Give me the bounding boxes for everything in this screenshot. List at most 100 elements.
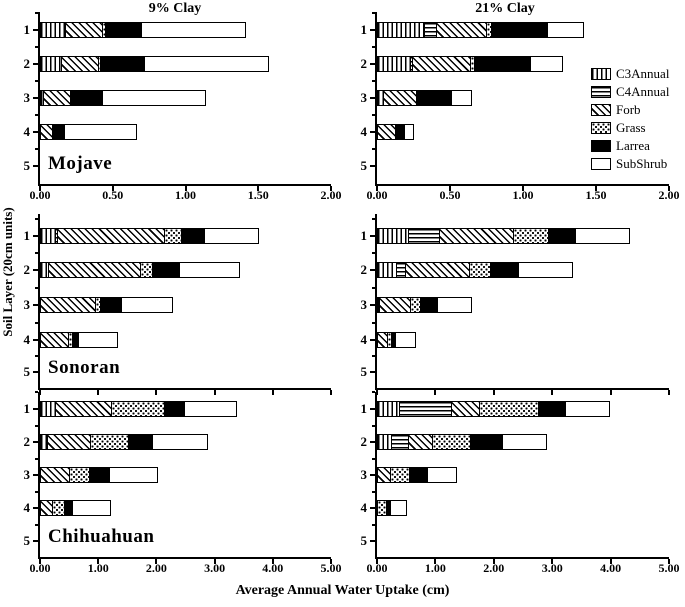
x-tick-chihuahuan-9-clay-1.00	[97, 559, 100, 564]
x-tick-sonoran-9-clay-3.00	[213, 390, 216, 395]
legend-label-grass: Grass	[616, 120, 646, 135]
segment-chihuahuan-21-clay-layer-3-grass	[390, 467, 410, 483]
x-tick-sonoran-9-clay-0.00	[39, 390, 41, 395]
y-tick-major-sonoran-21-clay-2	[370, 269, 375, 271]
y-tick-minor-sonoran-9-clay-0	[35, 218, 38, 220]
segment-sonoran-9-clay-layer-1-larrea	[180, 228, 205, 244]
x-tick-sonoran-9-clay-5.00	[330, 390, 332, 395]
x-tick-sonoran-9-clay-4.00	[271, 390, 274, 395]
x-axis-title: Average Annual Water Uptake (cm)	[235, 583, 450, 598]
y-tick-major-sonoran-9-clay-1	[33, 235, 38, 237]
layer-label-chihuahuan-21-clay-3: 3	[360, 467, 368, 482]
x-tick-label-mojave-9-clay-2.00: 2.00	[320, 188, 342, 202]
y-tick-major-sonoran-9-clay-5	[33, 371, 38, 373]
x-axis-mojave-9-clay	[38, 184, 331, 186]
y-tick-major-chihuahuan-21-clay-5	[370, 540, 375, 542]
x-tick-sonoran-9-clay-2.00	[155, 390, 158, 395]
segment-chihuahuan-9-clay-layer-3-forb	[40, 467, 71, 483]
segment-chihuahuan-21-clay-layer-1-subshrub	[565, 401, 611, 417]
layer-label-sonoran-9-clay-4: 4	[23, 332, 31, 347]
x-tick-label-chihuahuan-21-clay-2.00: 2.00	[483, 561, 505, 575]
layer-label-mojave-21-clay-1: 1	[360, 22, 368, 37]
x-tick-label-chihuahuan-21-clay-0.00: 0.00	[366, 561, 388, 575]
layer-label-mojave-9-clay-5: 5	[23, 158, 31, 173]
y-tick-minor-chihuahuan-9-clay-0	[35, 391, 38, 393]
x-tick-sonoran-21-clay-3.00	[551, 390, 554, 395]
segment-sonoran-21-clay-layer-3-larrea	[419, 297, 439, 313]
segment-mojave-21-clay-layer-3-forb	[383, 90, 417, 106]
segment-chihuahuan-9-clay-layer-3-grass	[69, 467, 91, 483]
legend-item-forb: Forb	[591, 101, 669, 119]
segment-sonoran-9-clay-layer-3-subshrub	[120, 297, 174, 313]
segment-sonoran-21-clay-layer-1-forb	[439, 228, 514, 244]
segment-chihuahuan-21-clay-layer-2-larrea	[469, 434, 503, 450]
y-tick-major-mojave-21-clay-5	[370, 165, 375, 167]
segment-mojave-9-clay-layer-3-forb	[43, 90, 71, 106]
y-tick-major-sonoran-9-clay-2	[33, 269, 38, 271]
segment-sonoran-21-clay-layer-2-larrea	[489, 262, 519, 278]
segment-chihuahuan-9-clay-layer-2-forb	[47, 434, 92, 450]
layer-label-mojave-9-clay-1: 1	[23, 22, 31, 37]
bar-chihuahuan-9-clay-layer-1	[40, 401, 238, 417]
y-tick-minor-chihuahuan-21-clay-2	[372, 457, 375, 460]
y-tick-minor-chihuahuan-9-clay-1	[35, 424, 38, 427]
y-tick-minor-sonoran-21-clay-3	[372, 321, 375, 324]
y-tick-minor-chihuahuan-9-clay-3	[35, 490, 38, 493]
y-tick-minor-mojave-21-clay-3	[372, 114, 375, 116]
x-tick-label-mojave-9-clay-0.50: 0.50	[102, 188, 124, 202]
segment-chihuahuan-9-clay-layer-2-grass	[90, 434, 129, 450]
x-tick-chihuahuan-21-clay-3.00	[551, 559, 554, 564]
segment-chihuahuan-9-clay-layer-2-subshrub	[151, 434, 209, 450]
segment-mojave-21-clay-layer-2-forb	[411, 56, 472, 72]
bar-sonoran-9-clay-layer-3	[40, 297, 174, 313]
x-tick-chihuahuan-9-clay-0.00	[39, 559, 41, 564]
segment-chihuahuan-21-clay-layer-1-larrea	[537, 401, 567, 417]
segment-sonoran-21-clay-layer-3-forb	[379, 297, 412, 313]
region-label-mojave: Mojave	[48, 153, 113, 174]
y-tick-minor-mojave-21-clay-0	[372, 12, 375, 14]
x-tick-mojave-9-clay-0.50	[111, 186, 114, 191]
y-tick-minor-sonoran-21-clay-1	[372, 252, 375, 254]
segment-mojave-9-clay-layer-1-forb	[65, 22, 104, 38]
x-tick-label-mojave-21-clay-1.50: 1.50	[585, 188, 607, 202]
bar-sonoran-9-clay-layer-2	[40, 262, 241, 278]
x-tick-mojave-21-clay-1.00	[522, 186, 524, 191]
y-tick-major-mojave-21-clay-1	[370, 29, 375, 31]
layer-label-chihuahuan-9-clay-2: 2	[23, 434, 31, 449]
y-tick-minor-chihuahuan-21-clay-0	[372, 391, 375, 393]
legend-item-subshrub: SubShrub	[591, 155, 669, 173]
layer-label-mojave-9-clay-2: 2	[23, 56, 31, 71]
legend-item-grass: Grass	[591, 119, 669, 137]
segment-mojave-9-clay-layer-2-subshrub	[143, 56, 269, 72]
y-tick-major-sonoran-21-clay-3	[370, 304, 375, 306]
segment-mojave-9-clay-layer-3-subshrub	[102, 90, 206, 106]
segment-sonoran-21-clay-layer-1-subshrub	[574, 228, 631, 244]
segment-mojave-21-clay-layer-4-forb	[377, 124, 396, 140]
bar-chihuahuan-21-clay-layer-1	[377, 401, 611, 417]
legend-swatch-c3annual	[591, 68, 611, 80]
y-tick-minor-mojave-9-clay-4	[35, 148, 38, 150]
y-tick-minor-mojave-21-clay-1	[372, 46, 375, 48]
x-tick-label-mojave-9-clay-1.00: 1.00	[175, 188, 196, 202]
segment-chihuahuan-9-clay-layer-1-grass	[111, 401, 166, 417]
segment-chihuahuan-21-clay-layer-1-c3annual	[377, 401, 400, 417]
layer-label-mojave-21-clay-3: 3	[360, 90, 368, 105]
y-axis-mojave-9-clay	[38, 12, 40, 186]
layer-label-chihuahuan-9-clay-3: 3	[23, 467, 31, 482]
segment-sonoran-21-clay-layer-2-forb	[404, 262, 471, 278]
y-tick-major-sonoran-9-clay-3	[33, 304, 38, 306]
region-label-sonoran: Sonoran	[48, 357, 121, 378]
y-tick-minor-mojave-21-clay-4	[372, 148, 375, 150]
x-tick-chihuahuan-21-clay-2.00	[492, 559, 495, 564]
segment-mojave-9-clay-layer-2-c3annual	[40, 56, 62, 72]
y-axis-mojave-21-clay	[375, 12, 377, 186]
y-tick-major-chihuahuan-9-clay-3	[33, 474, 38, 476]
bar-mojave-21-clay-layer-1	[377, 22, 584, 38]
y-tick-minor-sonoran-21-clay-4	[372, 355, 375, 357]
bar-sonoran-9-clay-layer-4	[40, 332, 118, 348]
bar-mojave-9-clay-layer-4	[40, 124, 137, 140]
layer-label-mojave-9-clay-3: 3	[23, 90, 31, 105]
segment-chihuahuan-21-clay-layer-4-subshrub	[389, 500, 408, 516]
x-tick-label-chihuahuan-21-clay-4.00: 4.00	[600, 561, 622, 575]
legend-label-c3annual: C3Annual	[616, 66, 670, 81]
